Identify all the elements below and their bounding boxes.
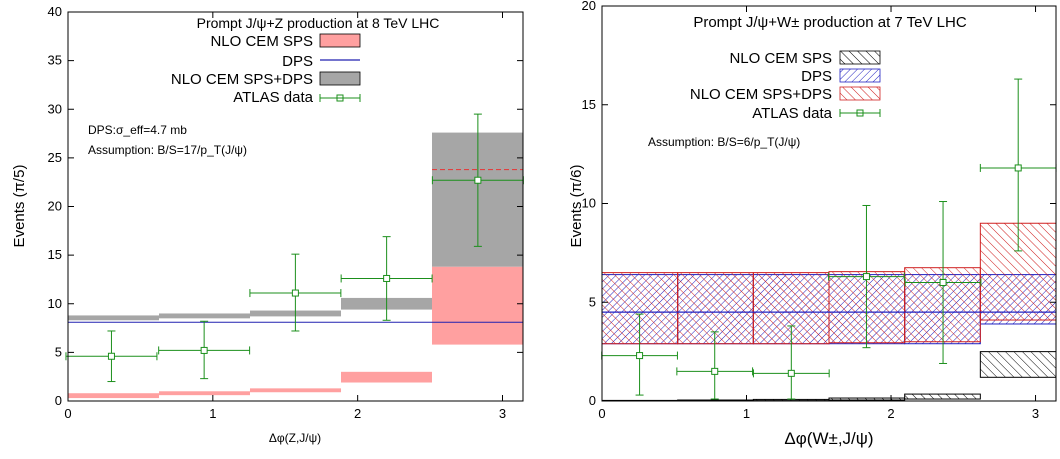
left-x-tick-label: 2	[354, 406, 361, 421]
right-y-tick-label: 5	[589, 294, 596, 309]
right-sps-band	[828, 397, 906, 401]
right-x-tick-label: 2	[887, 406, 894, 421]
left-sps-dps-band	[68, 315, 159, 321]
chart-jpsi-z: 0 5 10 15 20 25 30 35 40 0 1 2 3 Prompt J/ψ+Z produc…	[11, 4, 524, 445]
right-legend-label-data: ATLAS data	[752, 105, 832, 122]
right-x-tick-label: 0	[598, 406, 605, 421]
left-x-axis-label: Δφ(Z,J/ψ)	[269, 431, 321, 445]
right-sps-dps-band	[677, 272, 754, 345]
left-y-tick-label: 0	[55, 393, 62, 408]
left-legend-swatch-sps	[319, 33, 361, 48]
left-y-tick-label: 35	[48, 53, 62, 68]
right-legend-label-sum: NLO CEM SPS+DPS	[690, 86, 832, 103]
left-data-point	[107, 352, 115, 360]
right-chart-title: Prompt J/ψ+W± production at 7 TeV LHC	[693, 14, 967, 31]
left-note-assumption: Assumption: B/S=17/p_T(J/ψ)	[88, 143, 247, 157]
right-data-point	[711, 367, 719, 375]
right-legend-swatch-data	[839, 109, 881, 117]
right-y-tick-label: 0	[589, 393, 596, 408]
right-data-point	[1014, 164, 1022, 172]
left-data-point	[200, 346, 208, 354]
left-chart-title: Prompt J/ψ+Z production at 8 TeV LHC	[197, 15, 440, 31]
right-legend: NLO CEM SPS DPS NLO CEM SPS+DPS ATLAS da…	[690, 50, 881, 122]
right-data-point	[939, 279, 947, 286]
right-legend-label-dps: DPS	[801, 68, 832, 85]
right-x-tick-label: 1	[743, 406, 750, 421]
left-y-tick-label: 40	[48, 4, 62, 19]
left-y-tick-label: 10	[48, 296, 62, 311]
left-y-tick-label: 15	[48, 247, 62, 262]
left-note-sigma: DPS:σ_eff=4.7 mb	[88, 123, 187, 137]
left-y-tick-label: 25	[48, 150, 62, 165]
right-y-tick-label: 20	[582, 0, 596, 13]
right-y-tick-label: 10	[582, 196, 596, 211]
right-plot-frame	[601, 5, 1057, 402]
right-data-point	[787, 369, 795, 377]
left-plot-frame	[67, 11, 524, 402]
right-y-axis-label: Events (π/6)	[568, 165, 585, 248]
right-sps-band	[752, 398, 830, 402]
right-sps-band	[904, 393, 981, 400]
left-y-axis-label: Events (π/5)	[11, 165, 28, 248]
left-x-tick-label: 3	[499, 406, 506, 421]
right-legend-label-sps: NLO CEM SPS	[729, 50, 832, 67]
right-note-assumption: Assumption: B/S=6/p_T(J/ψ)	[648, 135, 800, 149]
left-legend-swatch-sum	[319, 71, 361, 86]
left-legend-label-sps: NLO CEM SPS	[210, 33, 313, 50]
right-legend-swatch-sum	[839, 86, 881, 101]
right-x-axis-label: Δφ(W±,J/ψ)	[784, 429, 873, 448]
left-x-tick-label: 1	[209, 406, 216, 421]
left-sps-band	[249, 388, 342, 393]
left-sps-dps-band	[158, 313, 250, 319]
chart-jpsi-w: 0 5 10 15 20 0 1 2 3 Prompt J/ψ+W± production at…	[568, 0, 1057, 448]
left-sps-band	[68, 393, 159, 399]
right-x-tick-label: 3	[1032, 406, 1039, 421]
left-data-point	[383, 274, 391, 282]
left-legend-label-data: ATLAS data	[233, 89, 313, 106]
right-y-tick-label: 15	[582, 97, 596, 112]
left-legend-label-dps: DPS	[282, 53, 313, 70]
left-sps-band	[432, 266, 523, 345]
left-legend-swatch-data	[319, 94, 361, 102]
left-legend: NLO CEM SPS DPS NLO CEM SPS+DPS ATLAS da…	[171, 33, 361, 106]
left-sps-band	[158, 391, 250, 396]
left-y-tick-label: 30	[48, 101, 62, 116]
left-legend-label-sum: NLO CEM SPS+DPS	[171, 71, 313, 88]
left-x-tick-label: 0	[64, 406, 71, 421]
left-y-tick-label: 5	[55, 344, 62, 359]
right-legend-swatch-sps	[839, 50, 881, 65]
right-data-point	[636, 352, 644, 360]
left-y-tick-label: 20	[48, 199, 62, 214]
right-data-point	[862, 273, 870, 281]
left-sps-band	[341, 371, 433, 383]
left-data-point	[474, 176, 482, 184]
right-sps-dps-band	[904, 267, 981, 343]
left-data-point	[291, 289, 299, 297]
right-sps-band	[979, 351, 1057, 378]
right-legend-swatch-dps	[839, 68, 881, 83]
